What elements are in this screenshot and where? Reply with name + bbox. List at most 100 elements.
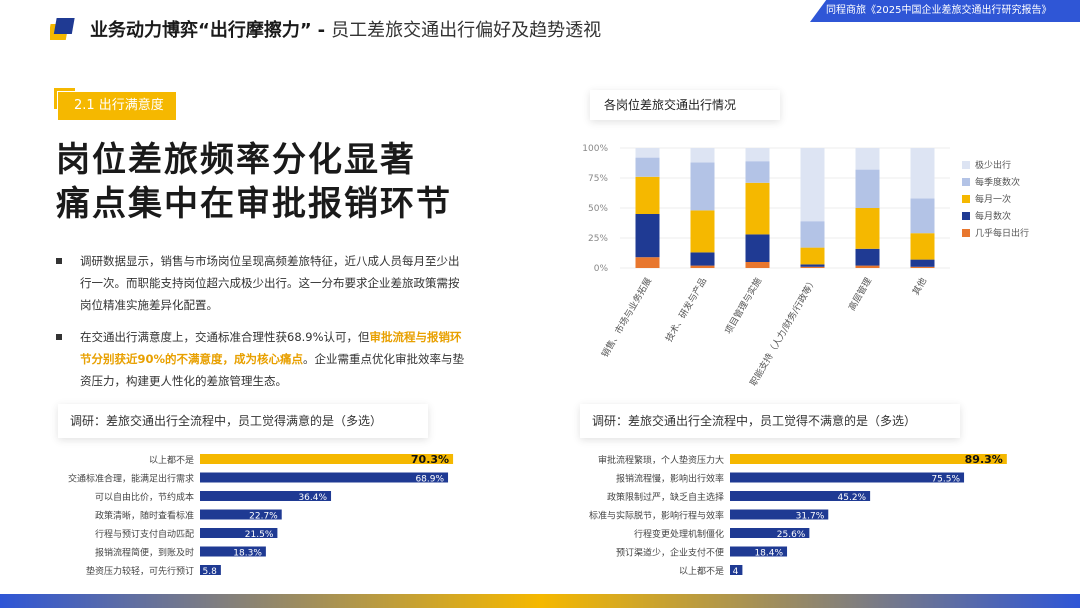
y-tick-label: 50% xyxy=(588,204,608,214)
x-tick-label: 其他 xyxy=(910,276,929,298)
bar-category-label: 报销流程简便，到账及时 xyxy=(95,547,194,559)
page-header: 业务动力博弈“出行摩擦力” - 员工差旅交通出行偏好及趋势透视 同程商旅《2025中… xyxy=(0,0,1080,52)
legend-label: 每月数次 xyxy=(975,210,1011,222)
stacked-bar-segment xyxy=(800,221,825,248)
stacked-bar-segment xyxy=(690,252,715,266)
bar-category-label: 以上都不是 xyxy=(679,566,724,577)
stacked-bar-segment xyxy=(690,148,715,163)
survey-satisfied-title: 调研：差旅交通出行全流程中，员工觉得满意的是（多选） xyxy=(58,404,428,438)
bar-value-label: 4 xyxy=(733,567,739,577)
legend-label: 几乎每日出行 xyxy=(975,227,1029,239)
satisfied-bar-chart: 以上都不是 70.3% 交通标准合理，能满足出行需求 68.9% 可以自由比价，节约成本… xyxy=(68,453,454,577)
stacked-bar-segment xyxy=(745,182,770,235)
report-logo-icon xyxy=(50,18,75,40)
bar-category-label: 政策清晰，随时查看标准 xyxy=(95,510,194,522)
bar-value-label: 89.3% xyxy=(965,453,1003,466)
stacked-bar-segment xyxy=(800,264,825,267)
bullet-item: 在交通出行满意度上，交通标准合理性获68.9%认可，但审批流程与报销环节分别获近… xyxy=(56,326,466,392)
bar xyxy=(730,472,965,483)
stacked-bar-chart: 0% 25% 50% 75% 100% 销售、市场与业务拓展 技术、研发与产品 项目管理与实施… xyxy=(582,144,1029,389)
headline-line-1: 岗位差旅频率分化显著 xyxy=(56,140,416,180)
header-title-sub: 员工差旅交通出行偏好及趋势透视 xyxy=(331,20,602,41)
bar-category-label: 行程与预订支付自动匹配 xyxy=(95,528,194,540)
bar xyxy=(200,472,449,483)
stacked-bar-segment xyxy=(800,247,825,265)
bar xyxy=(730,454,1007,464)
bar xyxy=(200,509,282,520)
bar xyxy=(200,546,266,557)
bar-category-label: 审批流程繁琐，个人垫资压力大 xyxy=(598,454,724,466)
x-tick-label: 职能支持（人力/财务/行政等） xyxy=(747,276,819,389)
bar-category-label: 行程变更处理机制僵化 xyxy=(634,528,724,540)
stacked-bar-segment xyxy=(745,148,770,162)
y-tick-label: 0% xyxy=(594,264,609,274)
legend-swatch xyxy=(962,178,970,186)
bar xyxy=(730,546,788,557)
stacked-bar-segment xyxy=(855,148,880,170)
header-title-separator: - xyxy=(317,20,326,41)
page-header-title: 业务动力博弈“出行摩擦力” - 员工差旅交通出行偏好及趋势透视 xyxy=(90,16,601,42)
stacked-chart-title: 各岗位差旅交通出行情况 xyxy=(590,90,780,120)
bar-category-label: 报销流程慢，影响出行效率 xyxy=(616,473,724,485)
stacked-bar-segment xyxy=(635,214,660,258)
report-source-tag: 同程商旅《2025中国企业差旅交通出行研究报告》 xyxy=(810,0,1080,22)
bar-value-label: 70.3% xyxy=(411,453,449,466)
header-title-main: 业务动力博弈“出行摩擦力” xyxy=(90,20,312,41)
bullet-text-2-pre: 在交通出行满意度上，交通标准合理性获68.9%认可，但 xyxy=(80,330,370,344)
bar xyxy=(200,454,454,464)
bar-category-label: 交通标准合理，能满足出行需求 xyxy=(68,473,194,485)
bar-value-label: 18.4% xyxy=(754,549,783,559)
bullet-list: 调研数据显示，销售与市场岗位呈现高频差旅特征，近八成人员每月至少出行一次。而职能… xyxy=(56,250,466,402)
y-tick-label: 25% xyxy=(588,234,608,244)
bullet-square-icon xyxy=(56,334,62,340)
stacked-bar-segment xyxy=(855,248,880,266)
legend-label: 每季度数次 xyxy=(975,176,1020,188)
bar-category-label: 垫资压力较轻，可先行预订 xyxy=(86,565,194,577)
stacked-bar-segment xyxy=(690,162,715,211)
bar-category-label: 可以自由比价，节约成本 xyxy=(95,491,194,503)
bullet-square-icon xyxy=(56,258,62,264)
bar-value-label: 45.2% xyxy=(838,493,867,503)
bar-value-label: 68.9% xyxy=(415,475,444,485)
dissatisfied-bar-chart: 审批流程繁琐，个人垫资压力大 89.3% 报销流程慢，影响出行效率 75.5% 政策限制… xyxy=(589,453,1007,577)
stacked-bar-segment xyxy=(910,198,935,234)
bar xyxy=(730,528,810,538)
bullet-text-2: 在交通出行满意度上，交通标准合理性获68.9%认可，但审批流程与报销环节分别获近… xyxy=(80,326,466,392)
stacked-bar-segment xyxy=(635,257,660,268)
stacked-bar-segment xyxy=(910,148,935,199)
bar-value-label: 5.8 xyxy=(203,567,218,577)
stacked-bar-segment xyxy=(745,161,770,183)
stacked-bar-segment xyxy=(855,169,880,208)
stacked-bar-segment xyxy=(635,157,660,177)
stacked-bar-segment xyxy=(800,266,825,268)
stacked-bar-segment xyxy=(910,259,935,267)
legend-label: 极少出行 xyxy=(975,159,1011,171)
stacked-bar-segment xyxy=(910,233,935,260)
headline: 岗位差旅频率分化显著 痛点集中在审批报销环节 xyxy=(56,138,452,226)
legend-swatch xyxy=(962,161,970,169)
bar-value-label: 25.6% xyxy=(777,530,806,540)
x-tick-label: 技术、研发与产品 xyxy=(663,276,709,344)
bar xyxy=(200,528,278,538)
bottom-gradient-bar xyxy=(0,594,1080,608)
stacked-bar-segment xyxy=(800,148,825,222)
survey-dissatisfied-title: 调研：差旅交通出行全流程中，员工觉得不满意的是（多选） xyxy=(580,404,960,438)
bar-category-label: 政策限制过严，缺乏自主选择 xyxy=(607,491,724,503)
bullet-item: 调研数据显示，销售与市场岗位呈现高频差旅特征，近八成人员每月至少出行一次。而职能… xyxy=(56,250,466,316)
stacked-bar-segment xyxy=(635,148,660,158)
legend-swatch xyxy=(962,212,970,220)
legend-label: 每月一次 xyxy=(975,193,1011,205)
bullet-text-2-post: 。企业需重点优化审批效率与垫资压力，构建更人性化的差旅管理生态。 xyxy=(80,352,465,388)
bar-category-label: 预订渠道少，企业支付不便 xyxy=(616,547,724,559)
bar-value-label: 21.5% xyxy=(245,530,274,540)
stacked-bar-segment xyxy=(910,266,935,268)
x-tick-label: 销售、市场与业务拓展 xyxy=(599,276,654,360)
bar-value-label: 31.7% xyxy=(796,512,825,522)
bar-value-label: 36.4% xyxy=(298,493,327,503)
bar xyxy=(730,491,871,501)
bullet-text-2-highlight: 审批流程与报销环节分别获近90%的不满意度，成为核心痛点 xyxy=(80,330,462,366)
stacked-bar-segment xyxy=(635,176,660,214)
bar-category-label: 标准与实际脱节，影响行程与效率 xyxy=(589,510,724,522)
y-tick-label: 100% xyxy=(582,144,608,154)
bar xyxy=(730,509,829,520)
